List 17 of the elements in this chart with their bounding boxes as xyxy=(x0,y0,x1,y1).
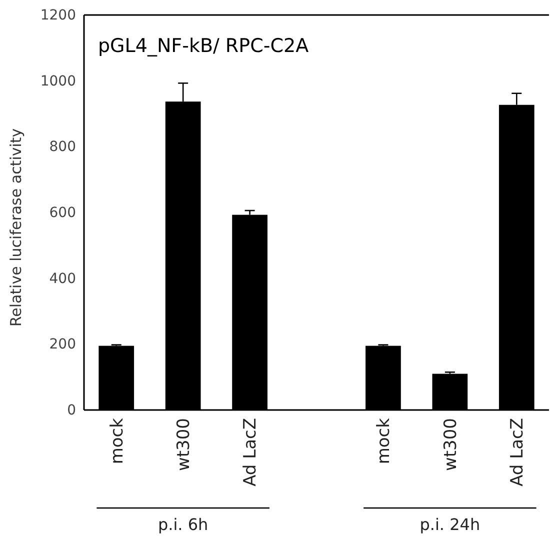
x-tick-label: wt300 xyxy=(174,418,194,472)
y-tick-label: 200 xyxy=(49,336,76,353)
text: p.i. 6h xyxy=(158,515,208,534)
y-tick-label: 1000 xyxy=(40,73,76,90)
y-axis-title: Relative luciferase activity xyxy=(7,128,25,327)
y-tick-label: 0 xyxy=(67,402,76,418)
text: pGL4_NF-kB/ RPC-C2A xyxy=(98,35,309,57)
y-tick-label: 800 xyxy=(49,139,76,156)
y-tick-label: 400 xyxy=(49,270,76,287)
x-tick-label: mock xyxy=(107,418,128,464)
x-tick-label: mock xyxy=(374,418,394,464)
y-tick-label: 1200 xyxy=(40,7,76,24)
x-tick-label: wt300 xyxy=(440,418,461,472)
x-tick-label: Ad LacZ xyxy=(240,418,261,486)
y-tick-label: 600 xyxy=(49,204,76,221)
text: p.i. 24h xyxy=(420,515,480,534)
x-tick-label: Ad LacZ xyxy=(508,418,528,486)
